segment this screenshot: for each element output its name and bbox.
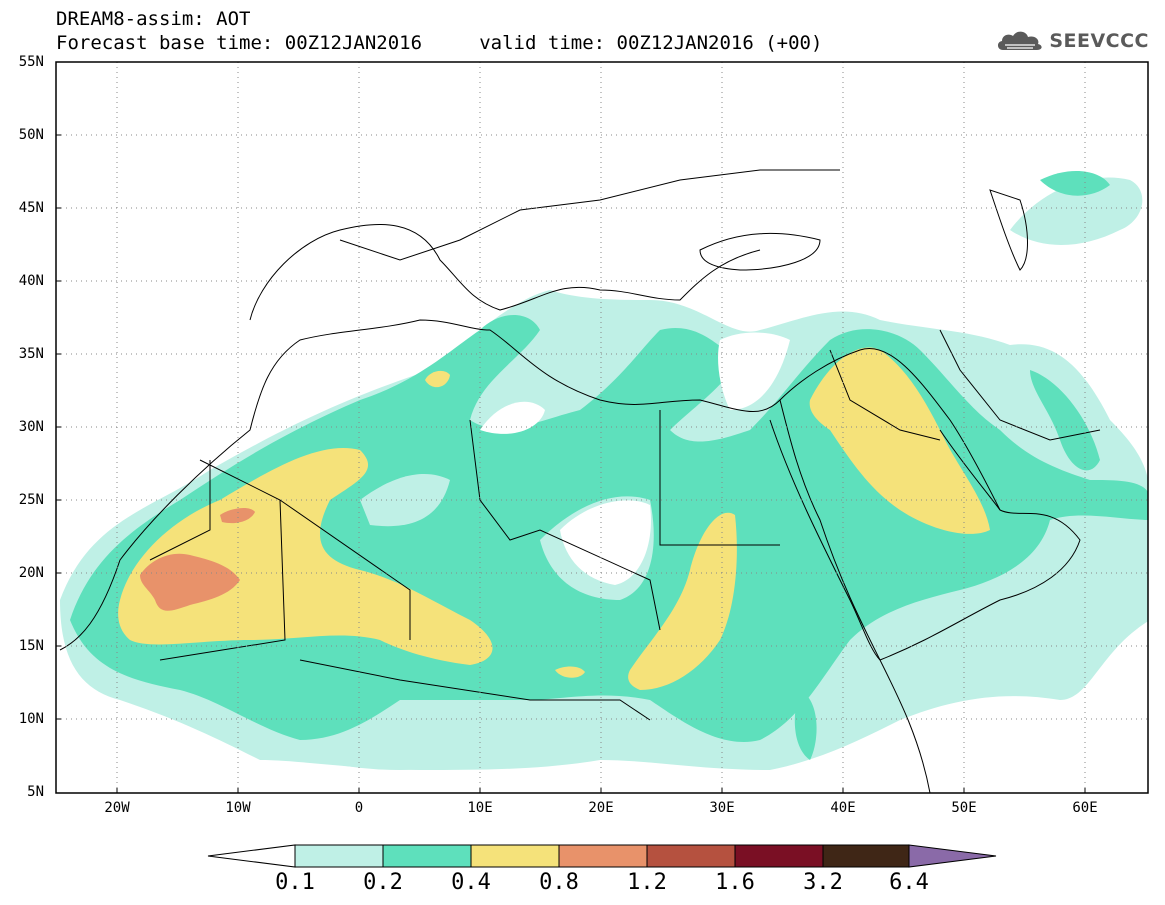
seevccc-logo: SEEVCCC: [995, 28, 1149, 54]
lat-label: 10N: [18, 711, 44, 727]
border-egypt: [659, 410, 780, 546]
black-sea-coast: [699, 232, 821, 271]
lon-label: 60E: [1072, 800, 1098, 816]
forecast-time-line: Forecast base time: 00Z12JAN2016 valid t…: [56, 32, 823, 54]
aot-band-0.4: [628, 512, 737, 690]
colorbar-label: 0.2: [363, 870, 403, 895]
ticks: [56, 61, 1086, 793]
border-central: [469, 419, 661, 631]
map-title: DREAM8-assim: AOT: [56, 8, 251, 30]
lon-label: 20E: [588, 800, 614, 816]
lat-label: 30N: [18, 419, 44, 435]
lat-label: 35N: [18, 346, 44, 362]
aot-band-0.1: [1010, 177, 1143, 245]
lat-label: 25N: [18, 492, 44, 508]
colorbar-label: 1.2: [627, 870, 667, 895]
colorbar-label: 0.8: [539, 870, 579, 895]
aot-band-0.2: [1040, 170, 1110, 196]
low-aot-area: [480, 401, 545, 434]
aot-band-0.4: [425, 370, 450, 388]
cloud-icon: [998, 31, 1042, 50]
border-iran: [939, 329, 1101, 441]
border-mali: [159, 499, 286, 661]
colorbar-swatch: [470, 844, 560, 868]
lon-label: 20W: [104, 800, 130, 816]
africa-coastline: [59, 319, 931, 793]
aot-shading: [60, 170, 1148, 770]
aot-band-0.2: [794, 690, 817, 760]
europe-coastline: [249, 223, 761, 321]
lat-label: 40N: [18, 273, 44, 289]
colorbar-swatch: [646, 844, 736, 868]
border-west: [149, 460, 211, 561]
colorbar-label: 1.6: [715, 870, 755, 895]
colorbar-low-arrow: [207, 844, 296, 868]
arabia-coastline: [779, 348, 1081, 661]
aot-band-0.4: [555, 666, 585, 678]
low-aot-area: [360, 474, 450, 527]
border-sahara: [199, 459, 411, 640]
lat-label: 20N: [18, 565, 44, 581]
aot-band-0.4: [809, 347, 990, 534]
gulf-coast: [939, 429, 1001, 511]
colorbar-label: 0.4: [451, 870, 491, 895]
lat-label: 5N: [27, 784, 44, 800]
aot-band-0.2: [1030, 370, 1100, 471]
colorbar: [207, 844, 997, 868]
coastlines: [59, 169, 1101, 793]
colorbar-label: 3.2: [803, 870, 843, 895]
colorbar-swatch: [294, 844, 384, 868]
aot-band-0.4: [118, 448, 493, 665]
colorbar-swatch: [558, 844, 648, 868]
lon-label: 10W: [225, 800, 251, 816]
low-aot-area: [560, 500, 651, 585]
lat-label: 55N: [18, 54, 44, 70]
red-sea-coast: [769, 419, 881, 661]
colorbar-high-arrow: [908, 844, 997, 868]
colorbar-label: 0.1: [275, 870, 315, 895]
border-europe: [339, 169, 840, 261]
border-middle-east: [829, 349, 941, 441]
grid: [56, 62, 1148, 793]
lon-label: 0: [354, 800, 364, 816]
lat-label: 15N: [18, 638, 44, 654]
colorbar-swatch: [734, 844, 824, 868]
lon-label: 40E: [830, 800, 856, 816]
lat-label: 45N: [18, 200, 44, 216]
low-aot-area: [718, 332, 790, 410]
lon-label: 30E: [709, 800, 735, 816]
colorbar-swatch: [822, 844, 910, 868]
lon-label: 50E: [951, 800, 977, 816]
colorbar-label: 6.4: [889, 870, 929, 895]
colorbar-swatch: [382, 844, 472, 868]
lon-label: 10E: [467, 800, 493, 816]
aot-band-0.8: [140, 553, 240, 611]
caspian-coast: [989, 189, 1028, 271]
logo-text: SEEVCCC: [1049, 30, 1149, 52]
aot-band-0.8: [220, 508, 255, 524]
lat-label: 50N: [18, 127, 44, 143]
border-sahel: [299, 659, 651, 721]
